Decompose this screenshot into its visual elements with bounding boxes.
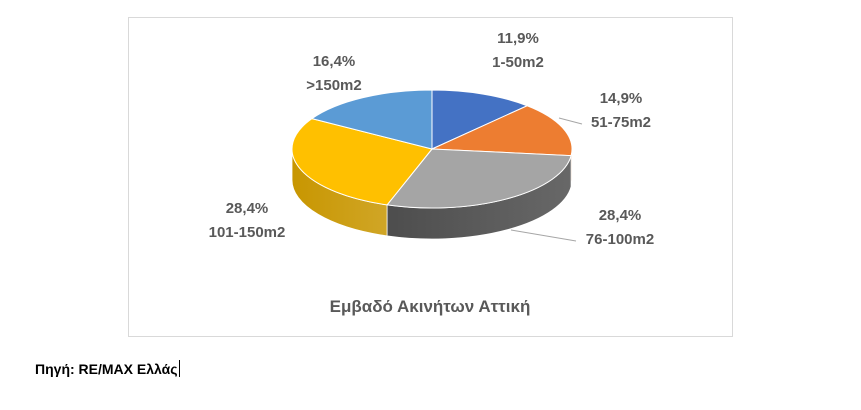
source-note: Πηγή: RE/MAX Ελλάς bbox=[35, 360, 180, 377]
chart-title: Εμβαδό Ακινήτων Αττική bbox=[330, 297, 531, 316]
leader-line-76-100m2 bbox=[510, 229, 577, 242]
data-label-category-101-150m2: 101-150m2 bbox=[209, 224, 286, 241]
data-label-category-51-75m2: 51-75m2 bbox=[591, 114, 651, 131]
pie-slice-51-75m2 bbox=[431, 105, 573, 157]
data-label-value->150m2: 16,4% bbox=[313, 53, 356, 70]
pie-slice-1-50m2 bbox=[431, 89, 529, 150]
source-text: Πηγή: RE/MAX Ελλάς bbox=[35, 361, 178, 377]
data-label-value-1-50m2: 11,9% bbox=[497, 30, 539, 47]
text-cursor bbox=[178, 360, 180, 377]
pie-slice-76-100m2 bbox=[386, 148, 572, 209]
data-label-category-76-100m2: 76-100m2 bbox=[586, 231, 654, 248]
data-label-value-101-150m2: 28,4% bbox=[226, 200, 269, 217]
leader-line-51-75m2 bbox=[558, 117, 583, 125]
pie-slice->150m2 bbox=[310, 89, 433, 150]
pie-chart: 11,9% 1-50m2 14,9% 51-75m2 28,4% 76-100m2 28,4… bbox=[209, 30, 655, 316]
chart-frame: 11,9% 1-50m2 14,9% 51-75m2 28,4% 76-100m2 28,4… bbox=[128, 17, 733, 337]
data-label-category->150m2: >150m2 bbox=[306, 77, 361, 94]
data-label-value-51-75m2: 14,9% bbox=[600, 90, 643, 107]
data-label-value-76-100m2: 28,4% bbox=[599, 207, 642, 224]
data-label-category-1-50m2: 1-50m2 bbox=[492, 54, 544, 71]
